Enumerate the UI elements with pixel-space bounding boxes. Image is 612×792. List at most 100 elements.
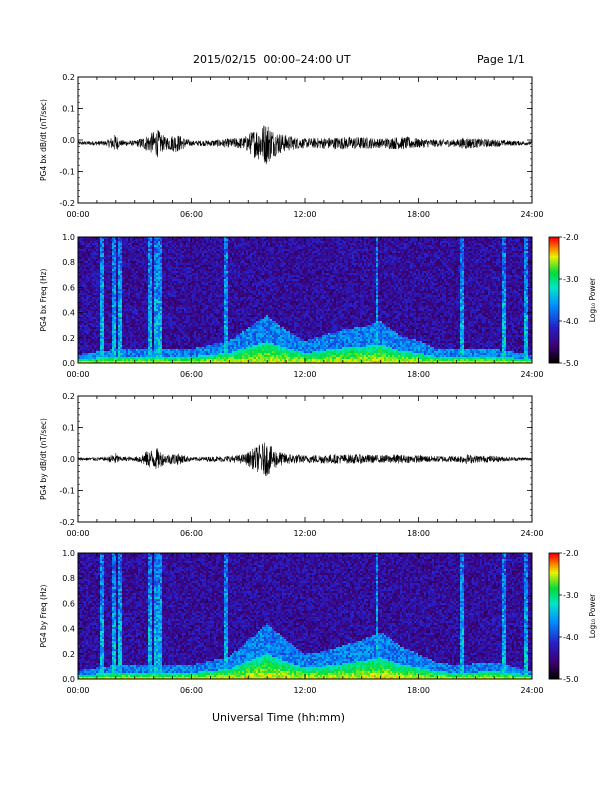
spectrogram-cell [184, 239, 186, 241]
spectrogram-cell [118, 249, 120, 251]
spectrogram-cell [122, 343, 124, 345]
spectrogram-cell [120, 285, 122, 287]
spectrogram-cell [224, 343, 226, 345]
spectrogram-cell [192, 285, 194, 287]
spectrogram-cell [156, 267, 158, 269]
spectrogram-cell [150, 301, 152, 303]
spectrogram-cell [162, 245, 164, 247]
spectrogram-cell [216, 239, 218, 241]
spectrogram-cell [198, 263, 200, 265]
spectrogram-cell [172, 255, 174, 257]
spectrogram-cell [104, 245, 106, 247]
spectrogram-cell [120, 327, 122, 329]
spectrogram-cell [184, 249, 186, 251]
spectrogram-cell [194, 261, 196, 263]
spectrogram-cell [208, 283, 210, 285]
spectrogram-cell [160, 251, 162, 253]
spectrogram-cell [182, 303, 184, 305]
spectrogram-cell [88, 279, 90, 281]
spectrogram-cell [182, 345, 184, 347]
spectrogram-cell [148, 349, 150, 351]
spectrogram-cell [166, 243, 168, 245]
spectrogram-cell [148, 283, 150, 285]
spectrogram-cell [196, 327, 198, 329]
spectrogram-cell [170, 297, 172, 299]
spectrogram-cell [192, 325, 194, 327]
spectrogram-cell [220, 297, 222, 299]
spectrogram-cell [140, 267, 142, 269]
spectrogram-cell [98, 261, 100, 263]
spectrogram-cell [96, 347, 98, 349]
spectrogram-cell [220, 267, 222, 269]
spectrogram-cell [132, 275, 134, 277]
spectrogram-cell [192, 319, 194, 321]
spectrogram-cell [92, 279, 94, 281]
spectrogram-cell [104, 243, 106, 245]
spectrogram-cell [188, 259, 190, 261]
spectrogram-cell [134, 293, 136, 295]
spectrogram-cell [216, 331, 218, 333]
spectrogram-cell [156, 245, 158, 247]
spectrogram-cell [160, 313, 162, 315]
spectrogram-cell [210, 299, 212, 301]
spectrogram-cell [158, 313, 160, 315]
spectrogram-cell [168, 309, 170, 311]
spectrogram-cell [178, 259, 180, 261]
spectrogram-cell [214, 243, 216, 245]
spectrogram-cell [82, 329, 84, 331]
spectrogram-cell [220, 351, 222, 353]
spectrogram-cell [200, 253, 202, 255]
spectrogram-cell [154, 349, 156, 351]
spectrogram-cell [192, 335, 194, 337]
spectrogram-cell [194, 341, 196, 343]
spectrogram-cell [104, 353, 106, 355]
spectrogram-cell [178, 245, 180, 247]
spectrogram-cell [104, 253, 106, 255]
spectrogram-cell [180, 331, 182, 333]
spectrogram-cell [146, 359, 148, 361]
spectrogram-cell [114, 255, 116, 257]
spectrogram-cell [218, 269, 220, 271]
spectrogram-cell [230, 301, 232, 303]
spectrogram-cell [124, 311, 126, 313]
spectrogram-cell [96, 257, 98, 259]
spectrogram-cell [198, 347, 200, 349]
spectrogram-cell [88, 323, 90, 325]
spectrogram-cell [158, 355, 160, 357]
spectrogram-cell [156, 307, 158, 309]
spectrogram-cell [102, 285, 104, 287]
spectrogram-cell [218, 245, 220, 247]
spectrogram-cell [90, 317, 92, 319]
spectrogram-cell [98, 293, 100, 295]
spectrogram-cell [224, 267, 226, 269]
spectrogram-cell [126, 335, 128, 337]
spectrogram-cell [178, 299, 180, 301]
spectrogram-cell [92, 325, 94, 327]
spectrogram-cell [192, 283, 194, 285]
spectrogram-cell [218, 271, 220, 273]
spectrogram-cell [158, 327, 160, 329]
spectrogram-cell [188, 311, 190, 313]
spectrogram-cell [230, 297, 232, 299]
spectrogram-cell [82, 243, 84, 245]
spectrogram-cell [166, 353, 168, 355]
spectrogram-cell [184, 347, 186, 349]
spectrogram-cell [204, 249, 206, 251]
spectrogram-cell [210, 351, 212, 353]
spectrogram-cell [190, 293, 192, 295]
spectrogram-cell [120, 279, 122, 281]
spectrogram-cell [180, 291, 182, 293]
spectrogram-cell [130, 343, 132, 345]
spectrogram-cell [156, 333, 158, 335]
spectrogram-cell [158, 259, 160, 261]
spectrogram-cell [114, 339, 116, 341]
spectrogram-cell [152, 281, 154, 283]
spectrogram-cell [90, 255, 92, 257]
spectrogram-cell [102, 287, 104, 289]
spectrogram-cell [210, 267, 212, 269]
spectrogram-cell [168, 353, 170, 355]
spectrogram-cell [232, 289, 234, 291]
spectrogram-cell [92, 351, 94, 353]
spectrogram-cell [208, 257, 210, 259]
spectrogram-cell [150, 277, 152, 279]
